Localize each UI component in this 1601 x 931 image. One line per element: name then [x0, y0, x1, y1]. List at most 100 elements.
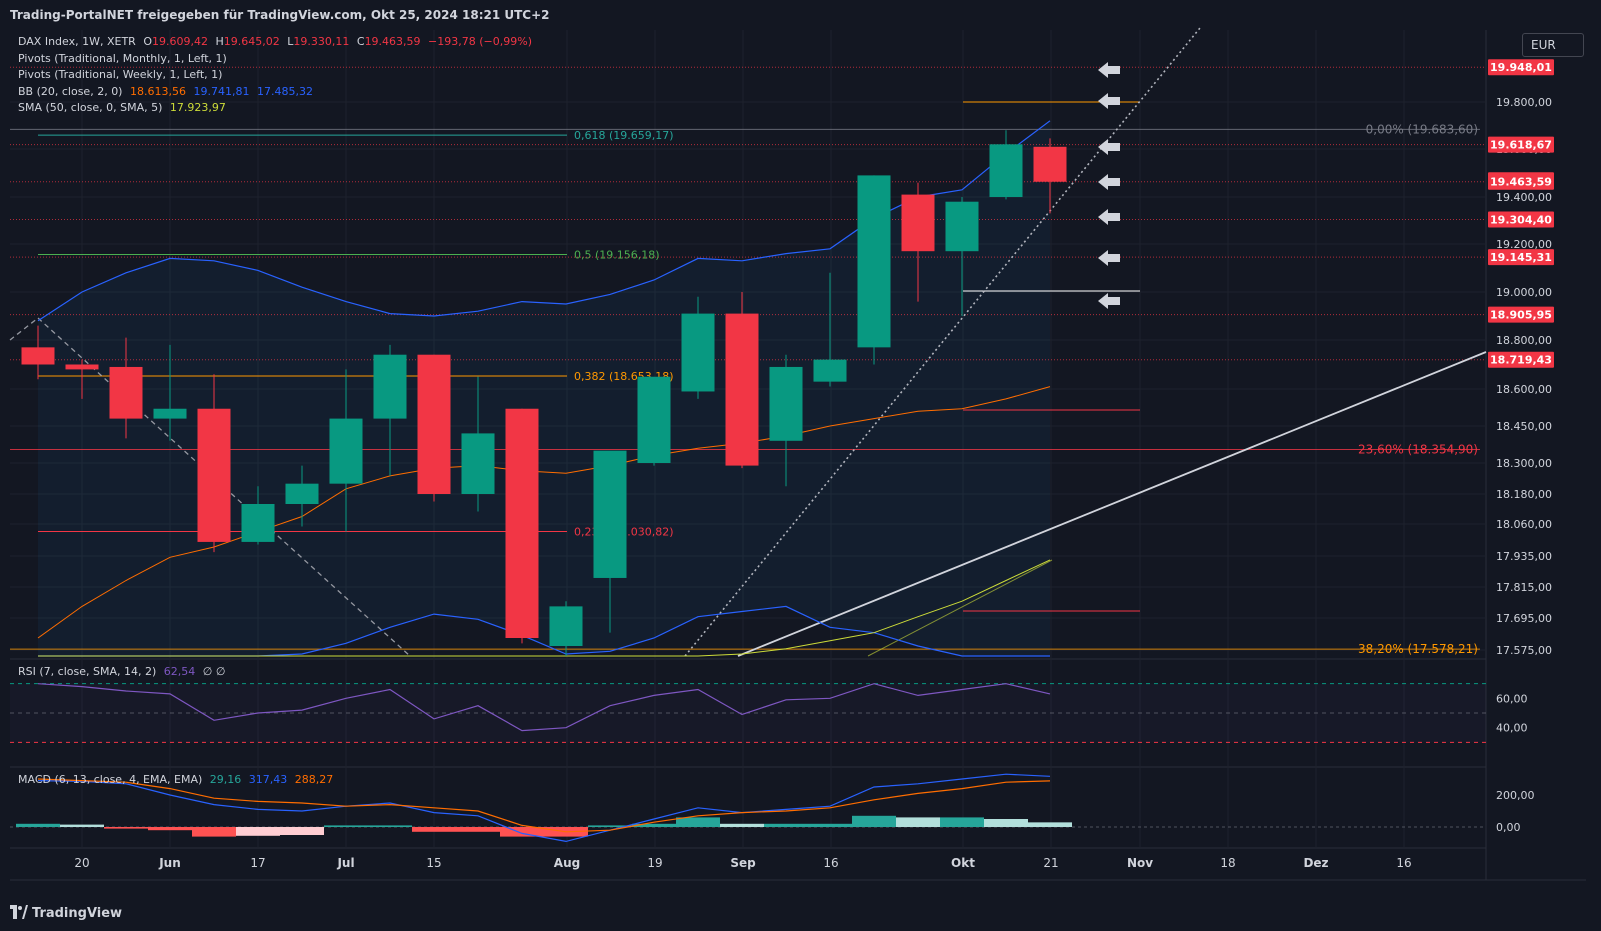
legend-low: 19.330,11 [293, 35, 350, 48]
tradingview-logo-icon [10, 905, 28, 919]
macd-hist-bar [280, 827, 324, 835]
legend-rsi-extra: ∅ ∅ [202, 665, 226, 678]
candle-body [65, 364, 99, 370]
candle-body [769, 366, 803, 441]
price-tag-label: 19.948,01 [1490, 61, 1552, 74]
legend-open-label: O [143, 35, 152, 48]
legend-pivots-weekly: Pivots (Traditional, Weekly, 1, Left, 1) [18, 68, 226, 81]
price-axis-label: 19.400,00 [1496, 191, 1552, 204]
price-tag-box [1488, 249, 1554, 266]
candle-body [1033, 146, 1067, 182]
pivot-arrow-icon [1098, 250, 1120, 266]
legend-main: DAX Index, 1W, XETR O19.609,42 H19.645,0… [18, 35, 536, 48]
macd-hist-bar [940, 817, 984, 827]
macd-hist-bar [720, 823, 764, 827]
legend-bb-basis: 18.613,56 [129, 85, 186, 98]
time-axis-label: 15 [426, 856, 441, 870]
legend-symbol: DAX Index, 1W, XETR [18, 35, 136, 48]
currency-button[interactable]: EUR [1522, 33, 1584, 57]
bb-fill [38, 120, 1050, 657]
candle-body [285, 483, 319, 504]
macd-hist-bar [500, 827, 544, 837]
header-bar: Trading-PortalNET freigegeben für Tradin… [0, 0, 1601, 30]
fib-label-left: 0,5 (19.156,18) [574, 249, 660, 262]
candle-body [681, 313, 715, 392]
fib-label-right: 23,60% (18.354,90) [1358, 442, 1478, 456]
price-axis-label: 19.800,00 [1496, 96, 1552, 109]
candle-body [109, 366, 143, 419]
macd-hist-bar [1028, 822, 1072, 827]
time-axis-label: 21 [1043, 856, 1058, 870]
trendline-up [737, 351, 1487, 657]
time-axis-label: Okt [951, 856, 975, 870]
price-tag-box [1488, 211, 1554, 228]
pivot-arrow-icon [1098, 93, 1120, 109]
macd-hist-bar [808, 823, 852, 827]
macd-hist-bar [852, 815, 896, 827]
price-axis-label: 17.815,00 [1496, 581, 1552, 594]
price-tag-label: 19.618,67 [1490, 139, 1552, 152]
macd-signal-line [37, 778, 1051, 833]
price-axis-label: 19.200,00 [1496, 238, 1552, 251]
time-axis-label: Nov [1127, 856, 1153, 870]
legend-macd-macd: 317,43 [248, 773, 288, 786]
price-axis-label: 18.600,00 [1496, 383, 1552, 396]
price-axis-label: 18.300,00 [1496, 457, 1552, 470]
trendline-down [37, 317, 411, 657]
price-tag-label: 18.719,43 [1490, 354, 1552, 367]
macd-hist-bar [588, 825, 632, 827]
candle-body [901, 194, 935, 252]
price-tag-label: 19.304,40 [1490, 213, 1552, 226]
macd-axis-label: 200,00 [1496, 789, 1535, 802]
candle-body [153, 408, 187, 419]
macd-hist-bar [632, 823, 676, 827]
macd-hist-bar [148, 827, 192, 831]
price-axis-label: 18.180,00 [1496, 488, 1552, 501]
currency-label: EUR [1531, 38, 1556, 52]
legend-rsi-text: RSI (7, close, SMA, 14, 2) [18, 665, 157, 678]
legend-macd: MACD (6, 13, close, 4, EMA, EMA) 29,16 3… [18, 773, 337, 786]
price-tag-box [1488, 136, 1554, 153]
legend-sma-value: 17.923,97 [169, 101, 226, 114]
candle-body [329, 418, 363, 484]
candle-body [637, 376, 671, 463]
pivot-arrow-icon [1098, 174, 1120, 190]
legend-macd-hist: 29,16 [209, 773, 242, 786]
macd-hist-bar [104, 827, 148, 829]
legend-pivots-weekly-text: Pivots (Traditional, Weekly, 1, Left, 1) [18, 68, 223, 81]
price-axis-label: 17.935,00 [1496, 550, 1552, 563]
pivot-arrow-icon [1098, 62, 1120, 78]
candle-body [593, 450, 627, 578]
candle-body [417, 354, 451, 494]
macd-hist-bar [896, 817, 940, 827]
footer-bar [0, 898, 1601, 931]
price-tag-box [1488, 59, 1554, 76]
fib-label-right: 38,20% (17.578,21) [1358, 642, 1478, 656]
legend-bb-upper: 19.741,81 [193, 85, 250, 98]
candle-body [725, 313, 759, 466]
macd-hist-bar [16, 823, 60, 827]
legend-sma-text: SMA (50, close, 0, SMA, 5) [18, 101, 163, 114]
candle-body [505, 408, 539, 638]
time-axis-label: Jul [336, 856, 354, 870]
tradingview-logo: TradingView [10, 905, 122, 921]
time-axis-label: 18 [1220, 856, 1235, 870]
macd-hist-bar [368, 825, 412, 827]
legend-bb: BB (20, close, 2, 0) 18.613,56 19.741,81… [18, 85, 317, 98]
legend-pivots-monthly: Pivots (Traditional, Monthly, 1, Left, 1… [18, 52, 231, 65]
price-axis-label: 18.450,00 [1496, 420, 1552, 433]
bb-basis-line [37, 386, 1051, 639]
legend-high-label: H [215, 35, 224, 48]
macd-hist-bar [676, 817, 720, 827]
macd-hist-bar [60, 824, 104, 827]
candle-body [373, 354, 407, 419]
candle-body [461, 433, 495, 494]
legend-close: 19.463,59 [364, 35, 421, 48]
sma-line [38, 559, 1051, 657]
legend-sma: SMA (50, close, 0, SMA, 5) 17.923,97 [18, 101, 230, 114]
macd-hist-bar [456, 827, 500, 832]
fib-label-right: 0,00% (19.683,60) [1366, 122, 1478, 136]
price-axis-label: 18.060,00 [1496, 518, 1552, 531]
time-axis-label: Dez [1303, 856, 1328, 870]
